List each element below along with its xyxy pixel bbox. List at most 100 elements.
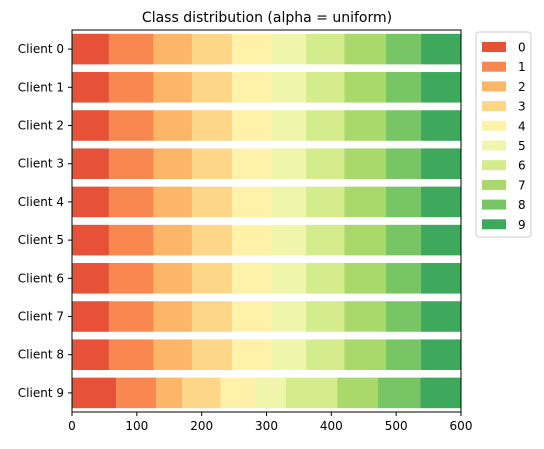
bar-segment-9-2: [156, 377, 183, 409]
bar-segment-8-3: [191, 339, 233, 370]
bar-segment-6-6: [306, 263, 345, 294]
bar-segment-2-7: [344, 110, 386, 141]
y-axis: Client 0 Client 1 Client 2 Client 3 Client 4…: [18, 42, 72, 400]
bar-segment-0-0: [72, 33, 109, 65]
bar-segment-3-6: [306, 148, 345, 179]
bar-segment-3-9: [420, 148, 461, 179]
legend-label-6: 6: [518, 159, 526, 173]
bar-segment-2-1: [108, 110, 154, 141]
legend-label-8: 8: [518, 198, 526, 212]
bar-segment-0-4: [232, 33, 272, 65]
legend-swatch-9: [482, 219, 506, 230]
bar-segment-2-5: [271, 110, 307, 141]
bar-segment-9-5: [254, 377, 286, 409]
bar-segment-4-8: [385, 186, 421, 218]
bar-segment-4-0: [72, 186, 109, 218]
legend: 0 1 2 3 4 5 6 7 8 9: [475, 31, 532, 238]
bar-segment-1-6: [306, 72, 345, 103]
y-tick-label: Client 4: [18, 195, 64, 209]
bar-segment-5-0: [72, 224, 109, 256]
bar-segment-4-4: [232, 186, 272, 218]
bar-segment-7-0: [72, 301, 109, 332]
x-tick-label: 300: [255, 419, 278, 433]
bar-segment-1-3: [191, 72, 233, 103]
bar-segment-3-8: [385, 148, 421, 179]
bar-segment-8-9: [420, 339, 461, 370]
bar-segment-5-5: [271, 224, 307, 256]
bar-segment-1-8: [385, 72, 421, 103]
bar-segment-6-3: [191, 263, 233, 294]
bar-segment-5-7: [344, 224, 386, 256]
bar-segment-9-3: [182, 377, 221, 409]
bar-segment-2-9: [420, 110, 461, 141]
bar-segment-9-4: [220, 377, 255, 409]
bar-segment-7-1: [108, 301, 154, 332]
bar-segment-5-6: [306, 224, 345, 256]
legend-swatch-4: [482, 120, 506, 131]
bar-segment-4-9: [420, 186, 461, 218]
bar-segment-0-6: [306, 33, 345, 65]
bar-segment-6-5: [271, 263, 307, 294]
y-tick-label: Client 8: [18, 348, 64, 362]
bar-segment-3-5: [271, 148, 307, 179]
bar-segment-8-8: [385, 339, 421, 370]
bar-segment-0-1: [108, 33, 154, 65]
bar-segment-6-9: [420, 263, 461, 294]
bar-segment-9-1: [116, 377, 157, 409]
legend-label-3: 3: [518, 100, 526, 114]
bar-segment-7-3: [191, 301, 233, 332]
y-tick-label: Client 1: [18, 80, 64, 94]
bar-segment-7-2: [153, 301, 192, 332]
bar-segment-1-4: [232, 72, 272, 103]
bar-segment-7-6: [306, 301, 345, 332]
bar-segment-0-2: [153, 33, 192, 65]
bar-segment-3-2: [153, 148, 192, 179]
y-tick-label: Client 5: [18, 233, 64, 247]
bar-segment-4-5: [271, 186, 307, 218]
bar-segment-2-3: [191, 110, 233, 141]
bar-segment-8-0: [72, 339, 109, 370]
legend-swatch-2: [482, 81, 506, 92]
bar-segment-5-8: [385, 224, 421, 256]
bar-segment-1-9: [420, 72, 461, 103]
legend-label-7: 7: [518, 178, 526, 192]
bar-segment-4-7: [344, 186, 386, 218]
legend-swatch-8: [482, 199, 506, 210]
y-tick-label: Client 3: [18, 157, 64, 171]
bar-segment-2-2: [153, 110, 192, 141]
bar-segment-0-8: [385, 33, 421, 65]
bar-segment-5-4: [232, 224, 272, 256]
x-axis: 0 100 200 300 400 500 600: [68, 412, 472, 433]
bar-segment-3-0: [72, 148, 109, 179]
bar-segment-4-3: [191, 186, 233, 218]
bar-segment-7-7: [344, 301, 386, 332]
bar-segment-9-0: [72, 377, 117, 409]
bar-segment-7-5: [271, 301, 307, 332]
bar-segment-9-7: [337, 377, 379, 409]
bar-segment-2-8: [385, 110, 421, 141]
legend-swatch-3: [482, 101, 506, 112]
bar-segment-3-3: [191, 148, 233, 179]
bar-segment-3-1: [108, 148, 154, 179]
bar-segment-3-4: [232, 148, 272, 179]
legend-label-1: 1: [518, 60, 526, 74]
chart-title: Class distribution (alpha = uniform): [142, 10, 392, 26]
bar-segment-8-1: [108, 339, 154, 370]
bar-segment-2-4: [232, 110, 272, 141]
bar-segment-1-5: [271, 72, 307, 103]
bar-segment-1-2: [153, 72, 192, 103]
bar-segment-4-2: [153, 186, 192, 218]
bar-segment-8-6: [306, 339, 345, 370]
bar-segment-0-5: [271, 33, 307, 65]
bar-segment-6-7: [344, 263, 386, 294]
bar-segment-1-0: [72, 72, 109, 103]
bar-segment-6-1: [108, 263, 154, 294]
y-tick-label: Client 7: [18, 310, 64, 324]
y-tick-label: Client 6: [18, 271, 64, 285]
bar-segment-3-7: [344, 148, 386, 179]
x-tick-label: 200: [190, 419, 213, 433]
bar-segment-9-9: [420, 377, 461, 409]
x-tick-label: 500: [385, 419, 408, 433]
legend-swatch-5: [482, 140, 506, 151]
bar-segment-1-1: [108, 72, 154, 103]
